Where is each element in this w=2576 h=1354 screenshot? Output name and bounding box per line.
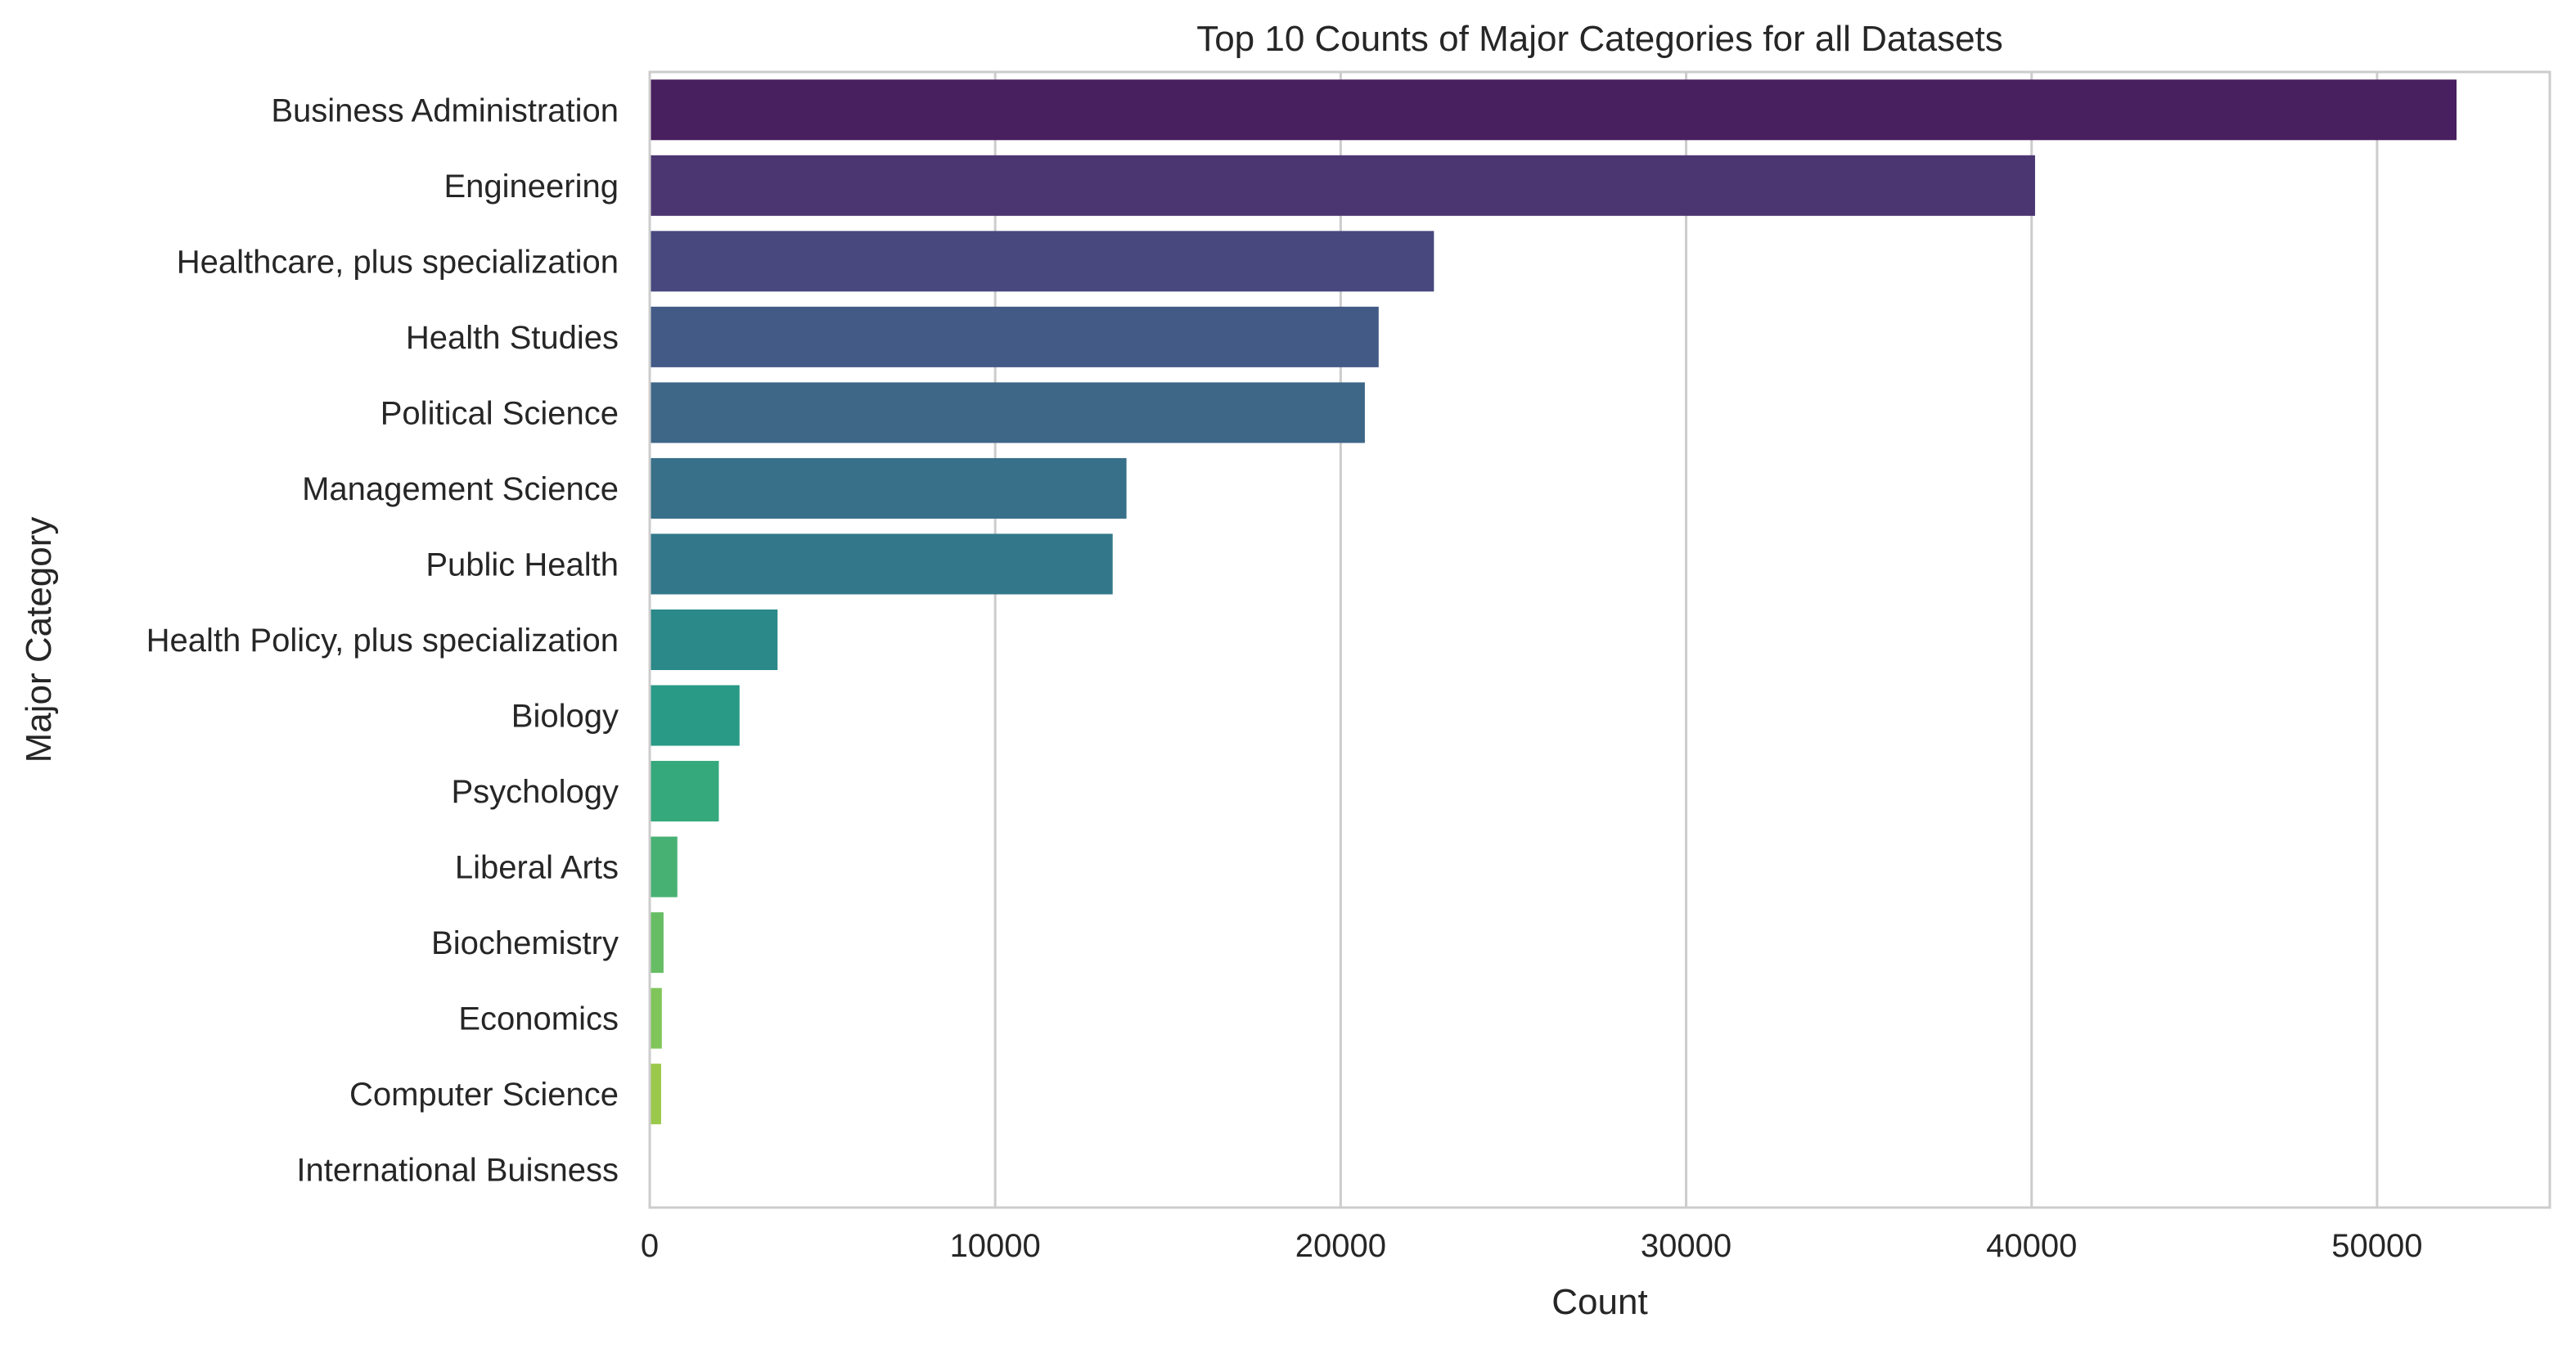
x-tick-label: 20000: [1295, 1228, 1386, 1264]
x-tick-label: 0: [641, 1228, 659, 1264]
category-label: Liberal Arts: [455, 850, 619, 886]
bar-3: [650, 306, 1379, 367]
chart-title: Top 10 Counts of Major Categories for al…: [1196, 19, 2003, 59]
category-label: Health Policy, plus specialization: [146, 623, 619, 659]
category-label: Business Administration: [271, 92, 619, 128]
bar-12: [650, 987, 662, 1049]
category-label: Management Science: [302, 471, 619, 507]
x-axis-title: Count: [1551, 1282, 1647, 1322]
x-tick-label: 30000: [1641, 1228, 1732, 1264]
category-label: Computer Science: [349, 1077, 619, 1113]
bar-0: [650, 79, 2457, 141]
bar-6: [650, 533, 1113, 595]
category-label: Psychology: [451, 774, 619, 810]
bar-7: [650, 609, 778, 671]
bar-9: [650, 761, 719, 822]
category-label: Political Science: [381, 395, 619, 431]
plot-frame: [648, 70, 2551, 1209]
bar-5: [650, 457, 1127, 519]
y-tick-labels: Business Administration Engineering Health…: [146, 92, 619, 1188]
bar-11: [650, 912, 664, 974]
bar-1: [650, 155, 2035, 216]
bar-4: [650, 382, 1365, 443]
x-tick-labels: 0 10000 20000 30000 40000 50000: [641, 1228, 2423, 1264]
category-label: International Buisness: [296, 1153, 619, 1189]
category-label: Biochemistry: [431, 925, 619, 961]
y-axis-title: Major Category: [19, 517, 59, 763]
x-tick-label: 50000: [2331, 1228, 2422, 1264]
x-tick-label: 10000: [950, 1228, 1041, 1264]
bar-2: [650, 231, 1434, 292]
bars: [650, 79, 2457, 1125]
category-label: Healthcare, plus specialization: [177, 244, 619, 280]
category-label: Engineering: [444, 169, 619, 205]
x-tick-label: 40000: [1986, 1228, 2077, 1264]
bar-13: [650, 1064, 661, 1125]
category-label: Health Studies: [406, 320, 619, 356]
bar-10: [650, 836, 678, 897]
bar-8: [650, 685, 740, 746]
category-label: Economics: [458, 1001, 619, 1037]
category-label: Public Health: [426, 547, 619, 583]
category-label: Biology: [511, 699, 619, 735]
